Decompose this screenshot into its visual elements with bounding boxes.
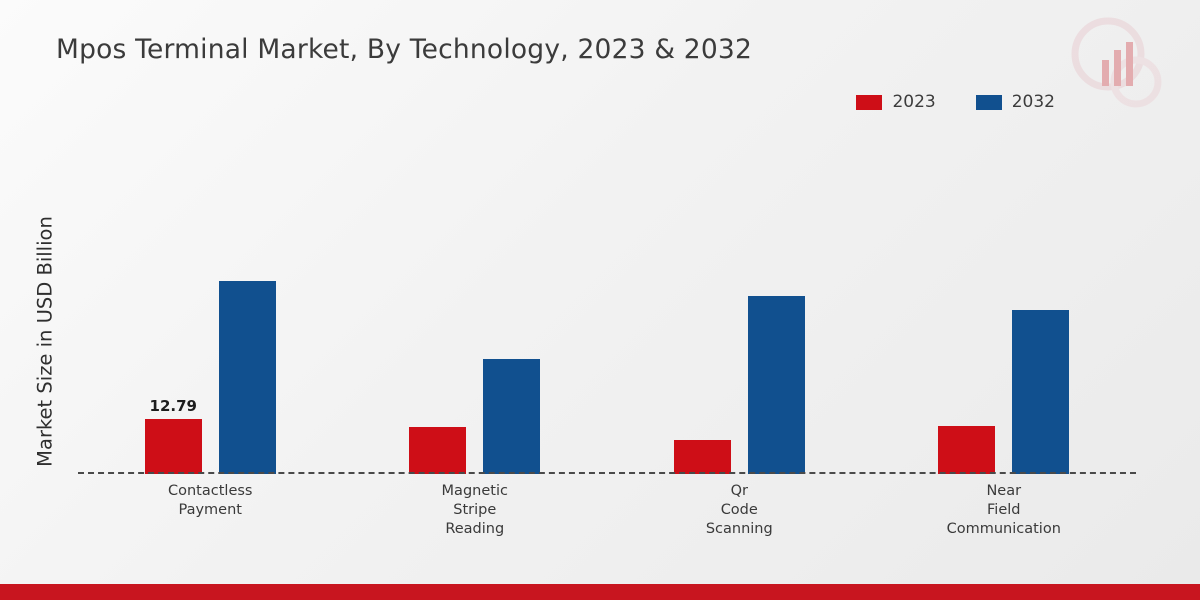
x-axis-label-line: Payment [178, 502, 242, 518]
x-axis-label-line: Stripe [453, 502, 497, 518]
legend-swatch-2032 [975, 94, 1002, 110]
plot-area: 12.79 [78, 140, 1136, 474]
x-axis-label-magnetic-stripe-reading: Magnetic Stripe Reading [343, 482, 608, 539]
market-research-logo-icon [1062, 8, 1172, 118]
x-axis-label-qr-code-scanning: Qr Code Scanning [607, 482, 872, 539]
bar-2032-magnetic-stripe-reading[interactable] [483, 359, 541, 474]
bar-value-2023-contactless-payment: 12.79 [149, 397, 197, 415]
bar-2023-contactless-payment[interactable]: 12.79 [144, 397, 202, 474]
bar-group-near-field-communication [872, 140, 1137, 474]
bar-2023-qr-code-scanning[interactable] [673, 440, 731, 474]
y-axis-title: Market Size in USD Billion [33, 216, 57, 467]
legend-label-2023: 2023 [892, 92, 936, 112]
x-axis-label-line: Communication [946, 521, 1061, 537]
bar-group-contactless-payment: 12.79 [78, 140, 343, 474]
x-axis-label-contactless-payment: Contactless Payment [78, 482, 343, 539]
bar-2032-qr-code-scanning[interactable] [747, 296, 805, 474]
bar-2023-magnetic-stripe-reading[interactable] [409, 427, 467, 474]
x-axis-label-line: Magnetic [441, 483, 508, 499]
legend-item-2032[interactable]: 2032 [975, 92, 1055, 112]
x-axis-labels: Contactless Payment Magnetic Stripe Read… [78, 482, 1136, 539]
bar-2032-contactless-payment[interactable] [218, 281, 276, 474]
x-axis-label-near-field-communication: Near Field Communication [872, 482, 1137, 539]
x-axis-label-line: Reading [445, 521, 505, 537]
bar-2032-near-field-communication[interactable] [1012, 310, 1070, 474]
footer-accent-bar [0, 584, 1200, 600]
bar-group-qr-code-scanning [607, 140, 872, 474]
legend-label-2032: 2032 [1011, 92, 1055, 112]
legend-swatch-2023 [856, 94, 883, 110]
x-axis-label-line: Qr [730, 483, 748, 499]
chart-title: Mpos Terminal Market, By Technology, 202… [56, 34, 753, 65]
chart-legend: 2023 2032 [856, 92, 1055, 112]
x-axis-label-line: Field [987, 502, 1021, 518]
legend-item-2023[interactable]: 2023 [856, 92, 936, 112]
x-axis-label-line: Scanning [705, 521, 773, 537]
bar-2023-near-field-communication[interactable] [938, 426, 996, 474]
x-axis-label-line: Code [720, 502, 758, 518]
bar-group-magnetic-stripe-reading [343, 140, 608, 474]
x-axis-label-line: Near [986, 483, 1022, 499]
x-axis-baseline [78, 472, 1136, 474]
x-axis-label-line: Contactless [168, 483, 253, 499]
bar-groups: 12.79 [78, 140, 1136, 474]
